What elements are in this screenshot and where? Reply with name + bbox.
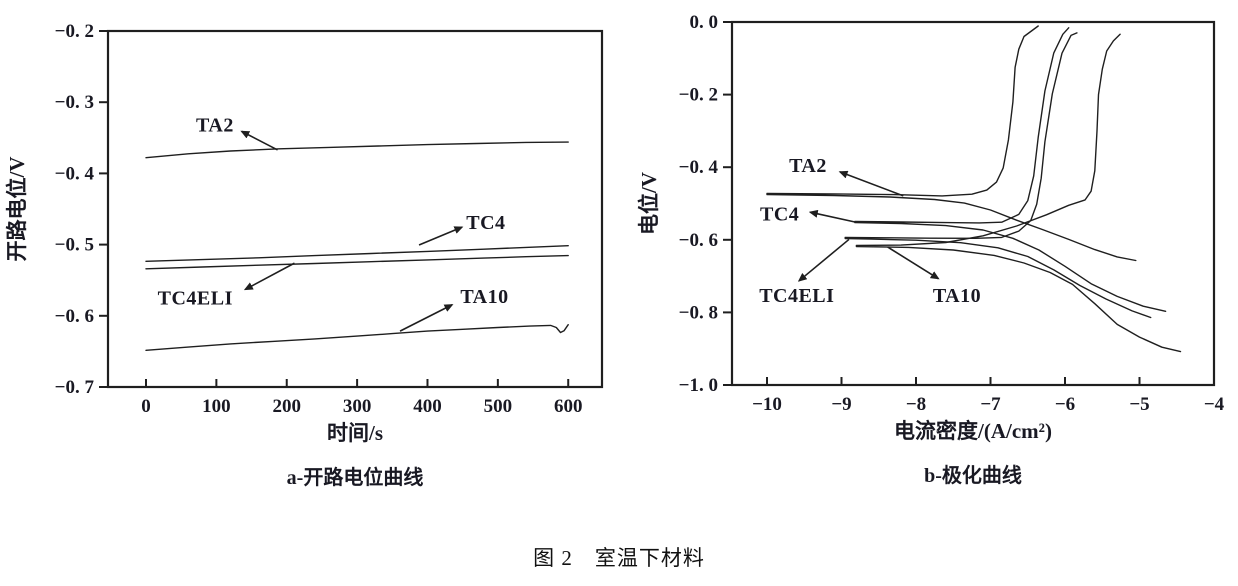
y-tick-label: −0. 4	[55, 163, 95, 184]
x-tick-label: 300	[343, 396, 372, 417]
annotation-label-TA10: TA10	[933, 285, 981, 307]
y-tick-label: −0. 4	[679, 157, 719, 178]
y-tick-label: −0. 7	[55, 377, 95, 398]
chart-b: −10 −9 −8 −7 −6 −5 −4 0. 0 −0. 2 −0. 4 −0. 6 −0. 8 −…	[637, 12, 1225, 487]
x-tick-label: 500	[484, 396, 513, 417]
y-tick-label: −0. 8	[679, 302, 718, 323]
series-curve-TC4ELI	[844, 32, 1152, 319]
series-curve-TA10	[855, 33, 1182, 353]
x-tick-label: −5	[1129, 394, 1149, 415]
plot-box	[730, 20, 1216, 387]
chart-a: 0 100 200 300 400 500 600 −0. 2 −0. 3 −0. 4 −0. 5 −…	[5, 21, 604, 489]
series-curve-TA10	[145, 324, 569, 351]
y-axis-title: 电位/V	[637, 172, 661, 235]
series-curve-TC4	[145, 245, 569, 262]
x-tick-label: 0	[141, 396, 151, 417]
x-tick-label: 400	[413, 396, 442, 417]
x-tick-label: −6	[1055, 394, 1075, 415]
y-tick-label: −0. 2	[679, 85, 718, 106]
y-tick-label: −1. 0	[679, 375, 718, 396]
annotation-label-TC4: TC4	[760, 204, 799, 226]
annotation-label-TA2: TA2	[789, 155, 827, 177]
annotation-arrow-TC4	[418, 226, 464, 246]
annotation-label-TC4ELI: TC4ELI	[759, 285, 834, 307]
annotation-arrow-TC4ELI	[243, 262, 295, 291]
annotation-arrow-TA2	[838, 170, 904, 197]
annotation-arrow-TA2	[240, 130, 278, 151]
x-tick-label: −9	[831, 394, 851, 415]
x-tick-label: 600	[554, 396, 583, 417]
y-tick-label: 0. 0	[690, 12, 719, 33]
x-axis-title: 电流密度/(A/cm²)	[894, 419, 1052, 443]
y-tick-label: −0. 5	[55, 235, 94, 256]
chart-subcaption: a-开路电位曲线	[287, 465, 424, 489]
dual-chart-canvas: 0 100 200 300 400 500 600 −0. 2 −0. 3 −0. 4 −0. 5 −…	[5, 12, 1225, 489]
annotation-arrow-TA10	[887, 246, 940, 280]
annotation-label-TA2: TA2	[196, 114, 234, 136]
series-curve-TC4	[854, 27, 1167, 312]
chart-subcaption: b-极化曲线	[924, 463, 1022, 487]
annotation-arrow-TC4	[808, 209, 856, 223]
y-axis-title: 开路电位/V	[5, 157, 29, 262]
x-axis-title: 时间/s	[327, 421, 383, 445]
x-tick-label: 200	[272, 396, 301, 417]
y-tick-label: −0. 6	[679, 230, 718, 251]
y-tick-label: −0. 2	[55, 21, 94, 42]
figure-caption: 图 2 室温下材料	[533, 546, 705, 570]
series-curve-TC4ELI	[145, 254, 569, 270]
y-tick-label: −0. 3	[55, 92, 94, 113]
annotation-label-TC4: TC4	[466, 212, 505, 234]
annotation-label-TA10: TA10	[460, 286, 508, 308]
series-curve-TA2	[145, 141, 569, 159]
annotation-arrow-TA10	[399, 304, 454, 332]
x-tick-label: −4	[1204, 394, 1225, 415]
annotation-label-TC4ELI: TC4ELI	[158, 287, 233, 309]
annotation-arrow-TC4ELI	[797, 238, 850, 282]
plot-box	[106, 29, 604, 389]
x-tick-label: −10	[752, 394, 782, 415]
x-tick-label: −7	[980, 394, 1001, 415]
y-tick-label: −0. 6	[55, 306, 94, 327]
series-curve-TA2	[766, 25, 1137, 262]
x-tick-label: 100	[202, 396, 231, 417]
x-tick-label: −8	[906, 394, 926, 415]
